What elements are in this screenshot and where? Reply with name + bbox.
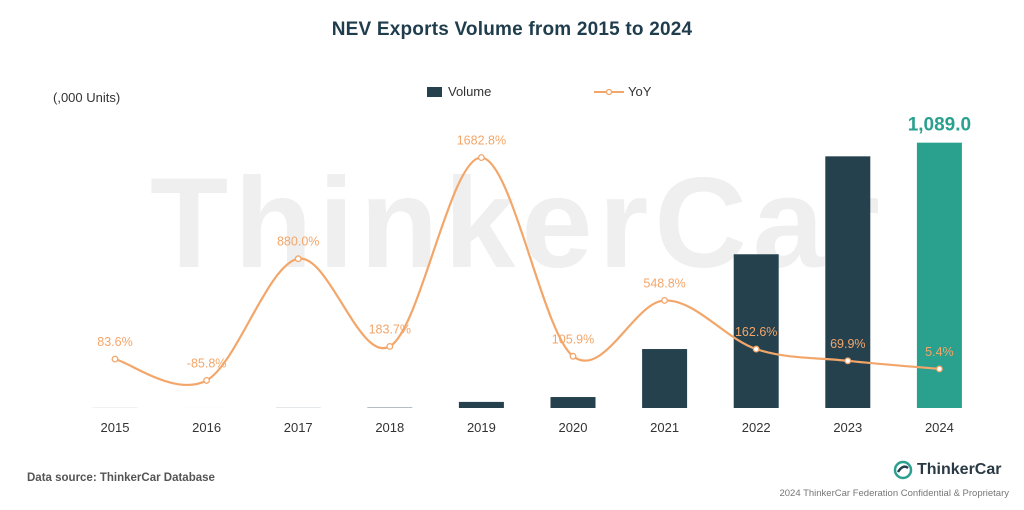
legend: Volume YoY xyxy=(0,84,1024,104)
confidential-note: 2024 ThinkerCar Federation Confidential … xyxy=(779,488,1009,499)
yoy-point-2023 xyxy=(844,357,852,365)
yoy-label-2017: 880.0% xyxy=(277,235,319,249)
x-tick-2016: 2016 xyxy=(192,420,221,435)
yoy-point-2019 xyxy=(477,154,485,162)
x-tick-2018: 2018 xyxy=(375,420,404,435)
legend-item-yoy: YoY xyxy=(594,84,651,99)
yoy-point-2017 xyxy=(294,255,302,263)
highlight-value-label: 1,089.0 xyxy=(908,115,971,136)
volume-bar-2023 xyxy=(825,156,871,408)
x-tick-2019: 2019 xyxy=(467,420,496,435)
yoy-label-2019: 1682.8% xyxy=(457,134,506,148)
yoy-point-2020 xyxy=(569,352,577,360)
brand-name: ThinkerCar xyxy=(917,461,1002,478)
x-tick-2017: 2017 xyxy=(284,420,313,435)
chart-title: NEV Exports Volume from 2015 to 2024 xyxy=(331,19,693,40)
volume-bar-2021 xyxy=(642,349,688,408)
legend-yoy-label: YoY xyxy=(628,84,652,99)
legend-volume-label: Volume xyxy=(448,84,492,99)
yoy-label-2023: 69.9% xyxy=(830,337,865,351)
x-tick-2015: 2015 xyxy=(101,420,130,435)
x-tick-2024: 2024 xyxy=(925,420,954,435)
legend-volume-swatch xyxy=(427,86,442,97)
yoy-label-2018: 183.7% xyxy=(369,322,411,336)
volume-bar-2024 xyxy=(916,142,962,408)
yoy-point-2022 xyxy=(752,345,760,353)
yoy-point-2021 xyxy=(661,297,669,304)
volume-bar-2020 xyxy=(550,397,596,408)
yoy-point-2015 xyxy=(111,355,119,363)
yoy-label-2024: 5.4% xyxy=(925,345,954,359)
volume-bar-2022 xyxy=(733,254,779,408)
yoy-label-2022: 162.6% xyxy=(735,325,777,339)
unit-label: (,000 Units) xyxy=(53,90,121,105)
x-tick-2023: 2023 xyxy=(833,420,862,435)
yoy-label-2016: -85.8% xyxy=(187,356,227,370)
yoy-label-2021: 548.8% xyxy=(643,276,685,290)
x-tick-2022: 2022 xyxy=(742,420,771,435)
brand-logo: ThinkerCar xyxy=(893,460,1001,480)
yoy-label-2015: 83.6% xyxy=(97,335,132,349)
x-tick-2020: 2020 xyxy=(559,420,588,435)
legend-yoy-swatch xyxy=(594,88,624,95)
x-tick-2021: 2021 xyxy=(650,420,679,435)
legend-item-volume: Volume xyxy=(427,84,491,99)
data-source: Data source: ThinkerCar Database xyxy=(27,472,215,484)
yoy-point-2018 xyxy=(386,343,394,350)
volume-bar-2019 xyxy=(458,401,504,408)
yoy-point-2024 xyxy=(935,365,943,373)
thinkercar-logo-icon xyxy=(893,460,913,480)
yoy-line xyxy=(114,156,940,387)
yoy-label-2020: 105.9% xyxy=(552,332,594,346)
yoy-point-2016 xyxy=(203,376,211,384)
